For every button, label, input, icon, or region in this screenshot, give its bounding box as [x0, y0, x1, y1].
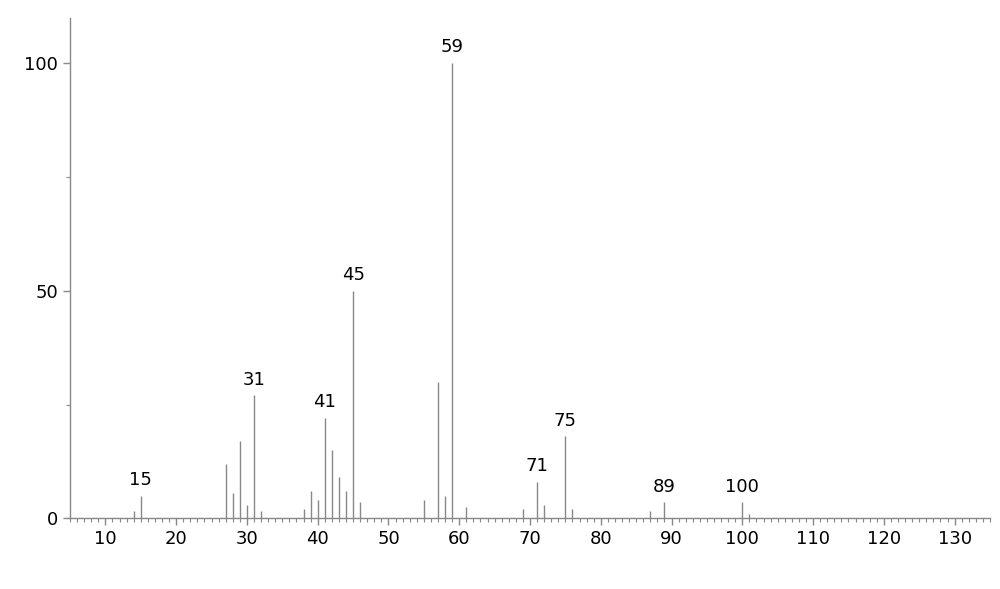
Text: 41: 41	[313, 393, 336, 411]
Text: 75: 75	[554, 412, 577, 429]
Text: 71: 71	[526, 457, 549, 475]
Text: 59: 59	[441, 38, 464, 57]
Text: 45: 45	[342, 266, 365, 284]
Text: 89: 89	[653, 478, 676, 495]
Text: 15: 15	[129, 471, 152, 489]
Text: 31: 31	[243, 370, 265, 389]
Text: 100: 100	[725, 478, 759, 495]
